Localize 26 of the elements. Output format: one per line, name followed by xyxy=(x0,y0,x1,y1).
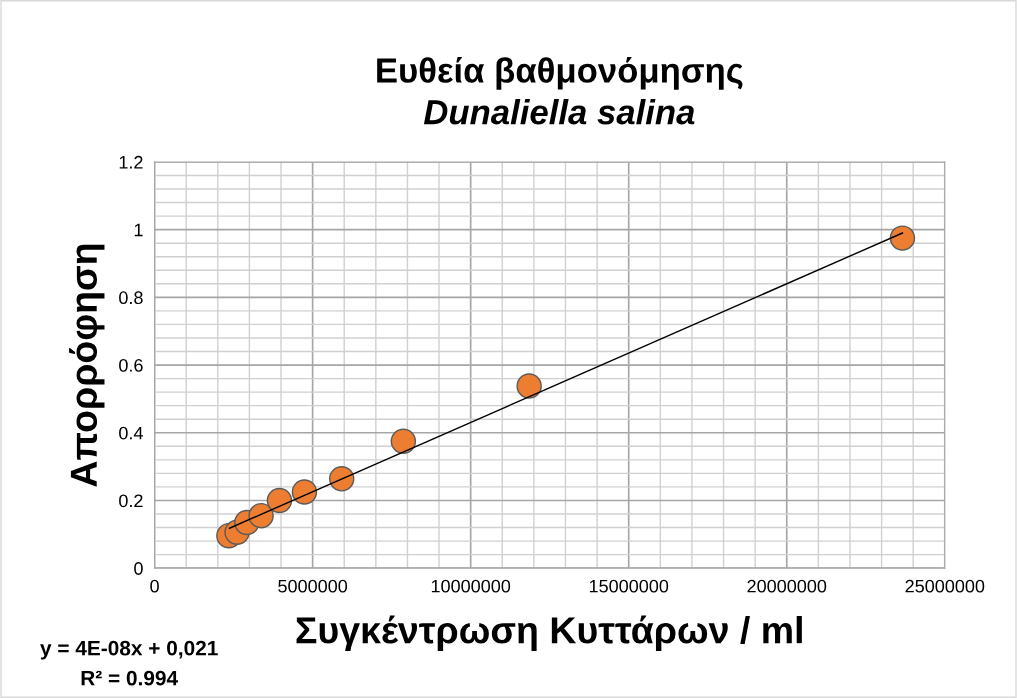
y-tick-label: 1.2 xyxy=(119,155,143,169)
text: R² = 0.994 xyxy=(81,670,178,686)
point xyxy=(266,487,293,514)
y-axis-title: Απορρόφηση xyxy=(69,244,105,487)
point xyxy=(390,428,417,454)
x-tick-label: 10000000 xyxy=(431,579,511,593)
x-axis-title: Συγκέντρωση Κυττάρων / ml xyxy=(296,615,802,651)
chart-subtitle: Dunaliella salina xyxy=(423,98,695,125)
x-tick-label: 20000000 xyxy=(747,579,827,593)
y-tick-label: 0.2 xyxy=(119,494,143,508)
x-tick-label: 15000000 xyxy=(589,579,669,593)
x-tick-label: 5000000 xyxy=(278,579,348,593)
point xyxy=(889,225,916,251)
y-tick-label: 1 xyxy=(134,223,143,237)
y-tick-label: 0.4 xyxy=(119,426,143,440)
point xyxy=(291,479,318,505)
x-tick-label: 25000000 xyxy=(905,579,985,593)
chart-title: Ευθεία βαθμονόμησης xyxy=(377,56,743,90)
point xyxy=(516,373,542,399)
text: y = 4E-08x + 0,021 xyxy=(40,640,218,660)
y-tick-label: 0.6 xyxy=(119,358,143,372)
x-tick-label: 0 xyxy=(150,579,159,593)
point xyxy=(248,502,274,529)
y-tick-label: 0.8 xyxy=(119,291,143,305)
point xyxy=(328,466,355,492)
y-tick-label: 0 xyxy=(134,562,143,575)
